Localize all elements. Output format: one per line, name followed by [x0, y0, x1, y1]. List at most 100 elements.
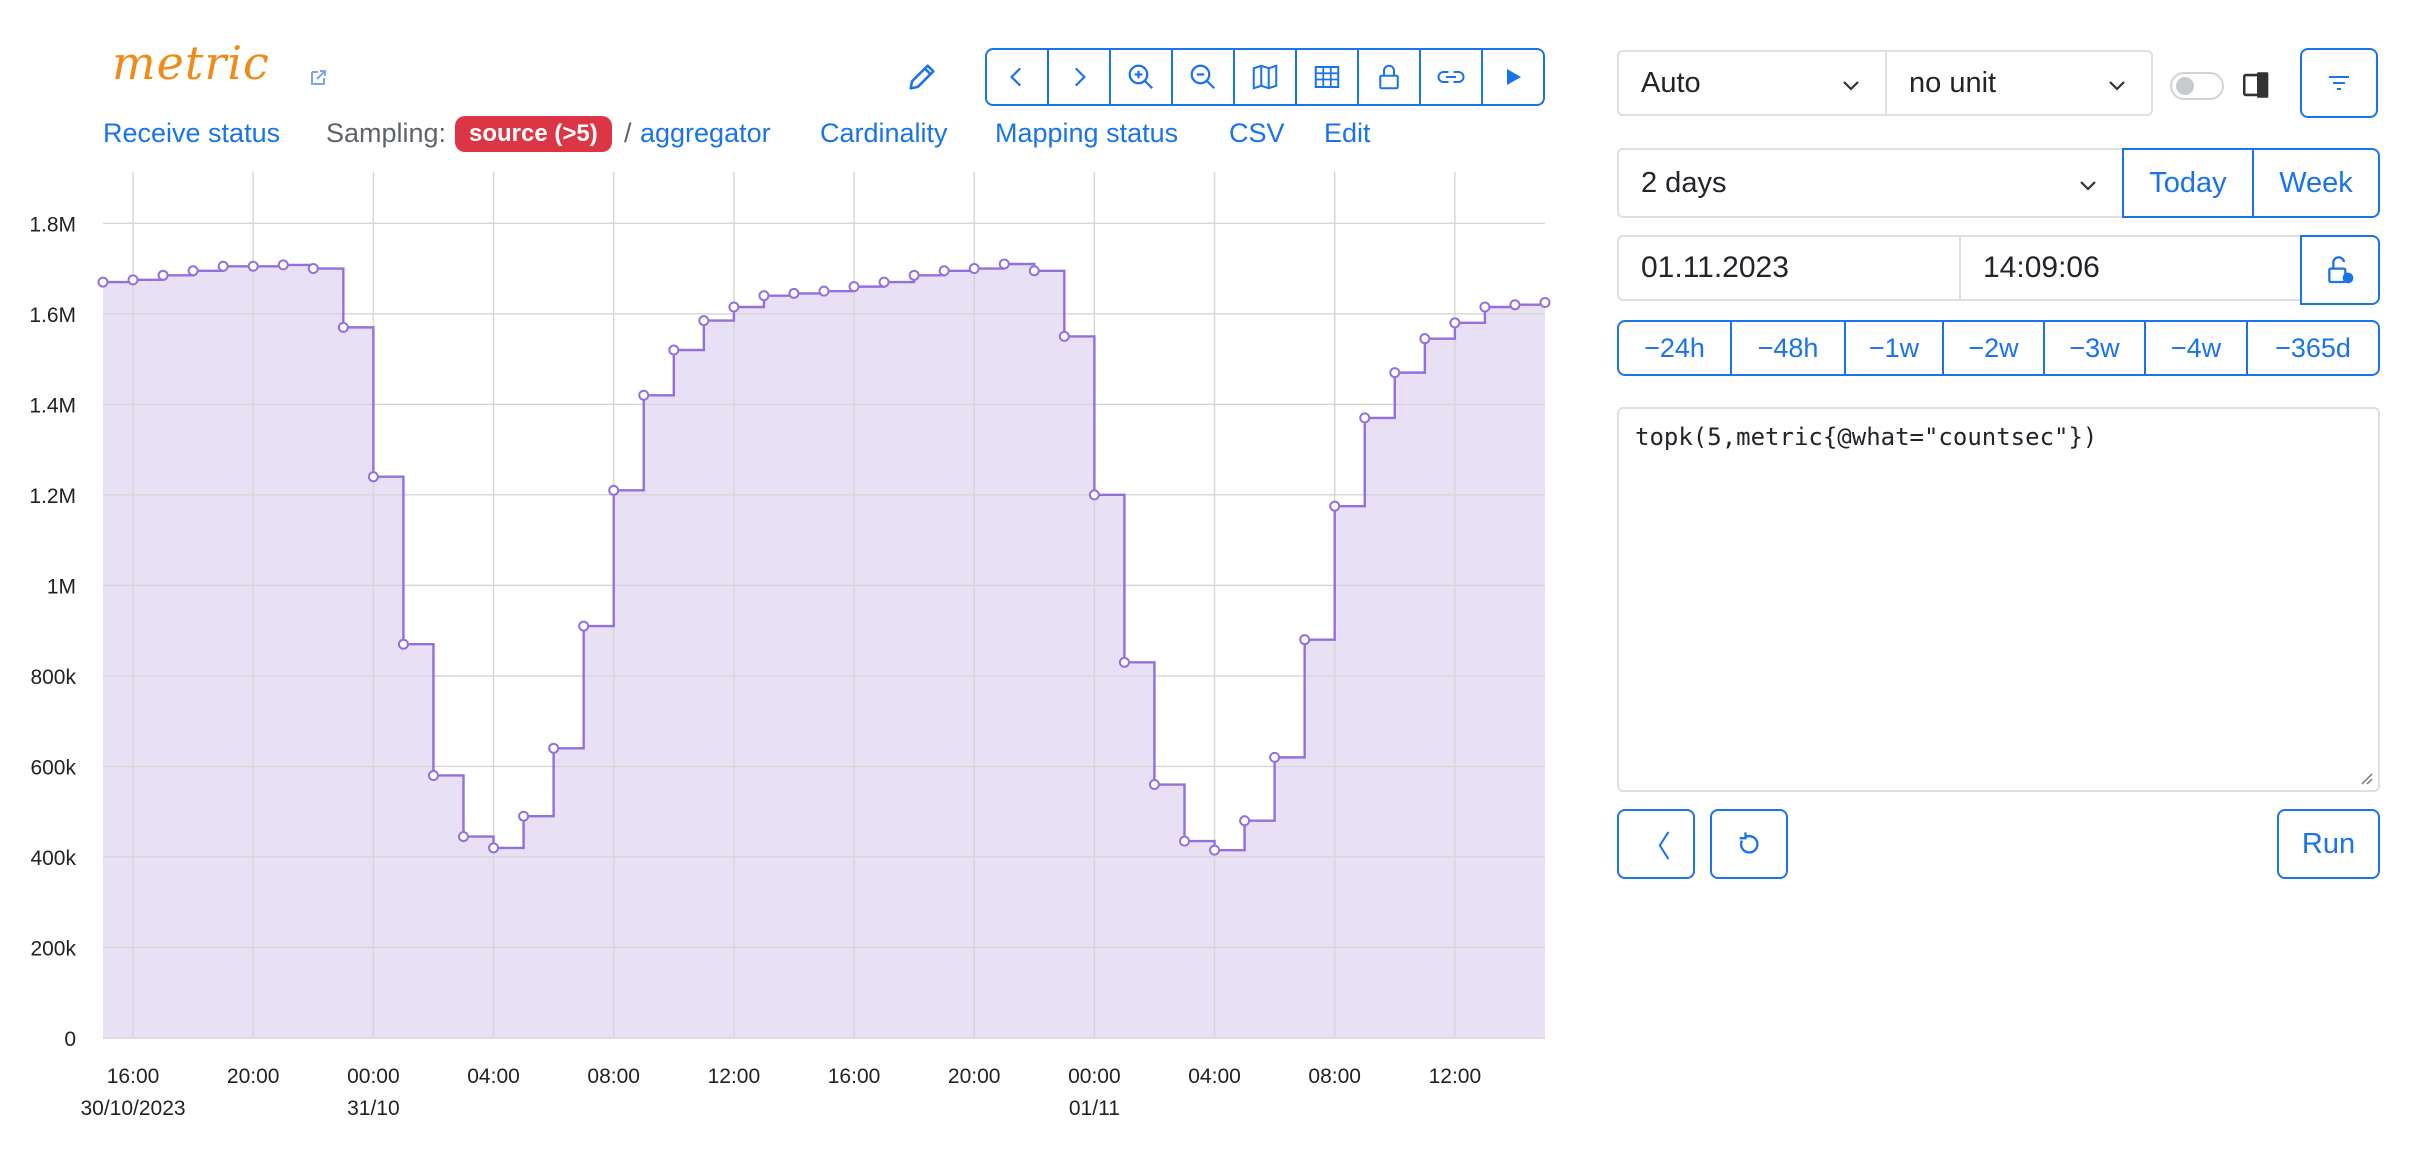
- x-tick-label: 16:00: [107, 1065, 160, 1088]
- data-point: [1028, 265, 1040, 277]
- week-button[interactable]: Week: [2252, 148, 2380, 218]
- query-text: topk(5,metric{@what="countsec"}): [1635, 423, 2098, 451]
- shift-24h-button[interactable]: −24h: [1619, 322, 1732, 374]
- lock-button[interactable]: [1359, 50, 1421, 104]
- data-point: [1479, 301, 1491, 313]
- data-point: [1539, 296, 1551, 308]
- data-point: [908, 269, 920, 281]
- data-point: [938, 265, 950, 277]
- time-shift-group: −24h −48h −1w −2w −3w −4w −365d: [1617, 320, 2380, 376]
- data-point: [968, 263, 980, 275]
- mapping-status-link[interactable]: Mapping status: [995, 118, 1179, 148]
- pencil-icon[interactable]: [905, 60, 939, 94]
- map-button[interactable]: [1235, 50, 1297, 104]
- data-point: [878, 276, 890, 288]
- previous-button[interactable]: [987, 50, 1049, 104]
- data-point: [818, 285, 830, 297]
- y-tick-label: 1M: [47, 575, 76, 598]
- y-tick-label: 1.2M: [29, 485, 76, 508]
- x-tick-sublabel: 30/10/2023: [80, 1097, 185, 1120]
- plot-toolbar: [985, 48, 1545, 106]
- receive-status-link[interactable]: Receive status: [103, 118, 281, 148]
- data-point: [1329, 500, 1341, 512]
- zoom-out-button[interactable]: [1173, 50, 1235, 104]
- reset-button[interactable]: [1710, 809, 1788, 879]
- data-point: [848, 281, 860, 293]
- play-button[interactable]: [1483, 50, 1543, 104]
- zoom-in-button[interactable]: [1111, 50, 1173, 104]
- y-tick-label: 0: [64, 1028, 76, 1051]
- data-point: [788, 287, 800, 299]
- x-tick-label: 20:00: [948, 1065, 1001, 1088]
- data-point: [1269, 751, 1281, 763]
- x-tick-sublabel: 01/11: [1069, 1097, 1120, 1120]
- x-tick-label: 12:00: [1429, 1065, 1482, 1088]
- shift-1w-button[interactable]: −1w: [1846, 322, 1944, 374]
- data-point: [157, 269, 169, 281]
- map-icon: [1252, 64, 1278, 90]
- sampling-source-badge[interactable]: source (>5): [455, 116, 612, 152]
- sampling-label: Sampling:: [326, 118, 447, 148]
- aggregation-value: Auto: [1641, 66, 1701, 99]
- live-toggle[interactable]: [2170, 72, 2224, 100]
- date-input[interactable]: 01.11.2023: [1617, 235, 1961, 301]
- x-tick-label: 08:00: [1308, 1065, 1361, 1088]
- unlock-button[interactable]: [2300, 235, 2380, 305]
- today-button[interactable]: Today: [2122, 148, 2254, 218]
- data-point: [728, 301, 740, 313]
- shift-3w-button[interactable]: −3w: [2045, 322, 2146, 374]
- data-point: [758, 290, 770, 302]
- shift-2w-button[interactable]: −2w: [1944, 322, 2045, 374]
- link-icon: [1437, 71, 1465, 83]
- cardinality-link[interactable]: Cardinality: [820, 118, 948, 148]
- data-point: [1209, 844, 1221, 856]
- play-icon: [1507, 69, 1521, 85]
- query-editor[interactable]: topk(5,metric{@what="countsec"}): [1617, 407, 2380, 792]
- run-button[interactable]: Run: [2277, 809, 2380, 879]
- y-tick-label: 1.4M: [29, 394, 76, 417]
- unit-value: no unit: [1909, 66, 1997, 99]
- metric-chart[interactable]: 0 200k 400k 600k 800k 1M 1.2M 1.4M 1.6M 1.8M 16:00…: [0, 170, 1570, 1140]
- time-input[interactable]: 14:09:06: [1959, 235, 2302, 301]
- chevron-down-icon: [2109, 81, 2125, 91]
- unit-select[interactable]: no unit: [1885, 50, 2153, 116]
- series-area: [103, 264, 1545, 1038]
- chevron-down-icon: [2080, 181, 2096, 191]
- shift-48h-button[interactable]: −48h: [1732, 322, 1846, 374]
- y-tick-label: 800k: [30, 666, 76, 689]
- shift-4w-button[interactable]: −4w: [2146, 322, 2248, 374]
- data-point: [638, 389, 650, 401]
- data-point: [1148, 779, 1160, 791]
- next-button[interactable]: [1049, 50, 1111, 104]
- external-link-icon[interactable]: [306, 66, 330, 90]
- csv-link[interactable]: CSV: [1229, 118, 1285, 148]
- x-tick-label: 00:00: [1068, 1065, 1121, 1088]
- edit-link[interactable]: Edit: [1324, 118, 1371, 148]
- resize-handle-icon[interactable]: [2356, 768, 2374, 786]
- device-icon: [2242, 72, 2269, 98]
- toggle-knob: [2176, 77, 2194, 95]
- data-point: [217, 260, 229, 272]
- data-point: [998, 258, 1010, 270]
- collapse-button[interactable]: 〈: [1617, 809, 1695, 879]
- data-point: [1449, 317, 1461, 329]
- unlock-icon: [2328, 256, 2354, 284]
- data-point: [668, 344, 680, 356]
- zoom-out-icon: [1190, 64, 1216, 90]
- aggregation-select[interactable]: Auto: [1617, 50, 1887, 116]
- shift-365d-button[interactable]: −365d: [2275, 332, 2351, 363]
- x-tick-label: 04:00: [1188, 1065, 1241, 1088]
- aggregator-link[interactable]: aggregator: [640, 118, 771, 148]
- range-select[interactable]: 2 days: [1617, 148, 2124, 218]
- data-point: [488, 842, 500, 854]
- metric-title: metric: [112, 36, 270, 90]
- data-point: [1088, 489, 1100, 501]
- chevron-down-icon: [1843, 81, 1859, 91]
- refresh-icon: [1739, 832, 1759, 854]
- filter-button[interactable]: [2300, 48, 2378, 118]
- x-tick-label: 16:00: [828, 1065, 881, 1088]
- range-value: 2 days: [1641, 166, 1727, 199]
- table-button[interactable]: [1297, 50, 1359, 104]
- link-button[interactable]: [1421, 50, 1483, 104]
- data-point: [1509, 299, 1521, 311]
